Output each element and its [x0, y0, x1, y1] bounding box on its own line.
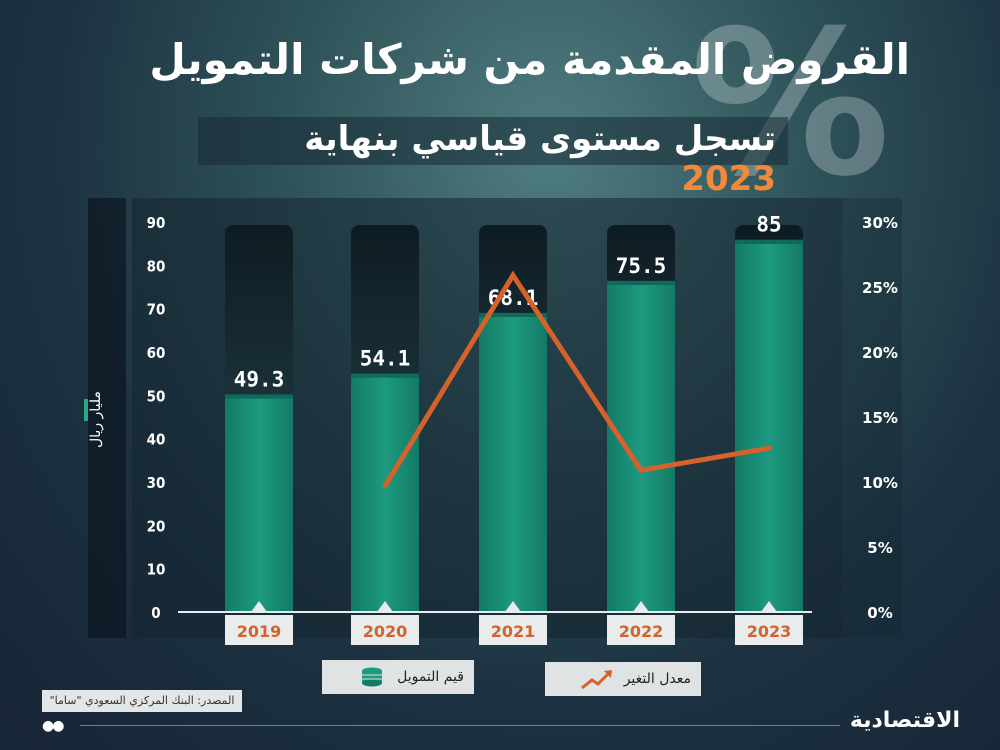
y-tick-label: 50 — [147, 387, 166, 405]
bar — [225, 398, 293, 612]
y2-tick-label: 25% — [862, 279, 898, 297]
y-tick-label: 70 — [147, 301, 166, 319]
bar — [607, 284, 675, 612]
x-label-box — [225, 615, 293, 645]
x-tick-label: 2020 — [363, 622, 408, 641]
data-label: 49.3 — [234, 367, 285, 391]
y-tick-label: 60 — [147, 344, 166, 362]
trend-up-icon — [580, 670, 612, 690]
x-label-box — [607, 615, 675, 645]
y2-tick-label: 15% — [862, 409, 898, 427]
y2-tick-label: 30% — [862, 214, 898, 232]
x-label-box — [351, 615, 419, 645]
y-tick-label: 80 — [147, 257, 166, 275]
bar — [351, 377, 419, 612]
x-tick-label: 2021 — [491, 622, 536, 641]
x-tick-label: 2023 — [747, 622, 792, 641]
y-tick-label: 40 — [147, 431, 166, 449]
bar — [479, 316, 547, 612]
coins-icon — [362, 667, 383, 687]
data-label: 75.5 — [616, 254, 667, 278]
x-tick-label: 2019 — [237, 622, 282, 641]
subtitle-text: تسجل مستوى قياسي بنهاية — [304, 119, 776, 159]
percent-watermark-icon: % — [690, 0, 891, 221]
y-axis-label-marker — [84, 399, 88, 421]
y-tick-label: 30 — [147, 474, 166, 492]
rate-line — [382, 270, 770, 488]
page-title: القروض المقدمة من شركات التمويل — [149, 35, 910, 84]
data-label: 85 — [756, 213, 781, 237]
x-tick-label: 2022 — [619, 622, 664, 641]
publisher-logo: الاقتصادية — [849, 708, 960, 733]
x-label-pointer — [251, 601, 267, 612]
x-label-pointer — [761, 601, 777, 612]
y2-tick-label: 10% — [862, 474, 898, 492]
rate-point — [766, 445, 772, 451]
source-note: المصدر: البنك المركزي السعودي "ساما" — [42, 690, 242, 712]
x-label-pointer — [377, 601, 393, 612]
bar-cap — [607, 280, 675, 285]
bar — [735, 243, 803, 612]
legend-rate: معدل التغير — [545, 662, 701, 696]
y2-tick-label: 0% — [867, 604, 892, 622]
rate-point — [638, 467, 644, 473]
y-tick-label: 10 — [147, 561, 166, 579]
legend-rate-label: معدل التغير — [623, 671, 691, 687]
x-label-box — [479, 615, 547, 645]
bar-cap — [225, 394, 293, 399]
subtitle: تسجل مستوى قياسي بنهاية 2023 — [198, 117, 788, 199]
x-label-pointer — [505, 601, 521, 612]
x-label-box — [735, 615, 803, 645]
y-tick-label: 0 — [151, 604, 160, 622]
subtitle-year: 2023 — [681, 159, 776, 199]
y-tick-label: 20 — [147, 517, 166, 535]
data-label: 54.1 — [360, 347, 411, 371]
legend-financing: قيم التمويل — [322, 660, 474, 694]
y2-tick-label: 20% — [862, 344, 898, 362]
footer-dots: ●● — [42, 718, 64, 734]
rate-point — [510, 272, 516, 278]
bar-cap — [479, 312, 547, 317]
y2-tick-label: 5% — [867, 539, 892, 557]
y-axis-label-panel — [88, 198, 126, 638]
bar-cap — [351, 373, 419, 378]
secondary-axis-panel — [842, 198, 902, 638]
y-tick-label: 90 — [147, 214, 166, 232]
bar-cap — [735, 239, 803, 244]
legend-financing-label: قيم التمويل — [397, 669, 464, 685]
x-label-pointer — [633, 601, 649, 612]
footer-divider — [80, 725, 840, 726]
rate-point — [382, 483, 388, 489]
